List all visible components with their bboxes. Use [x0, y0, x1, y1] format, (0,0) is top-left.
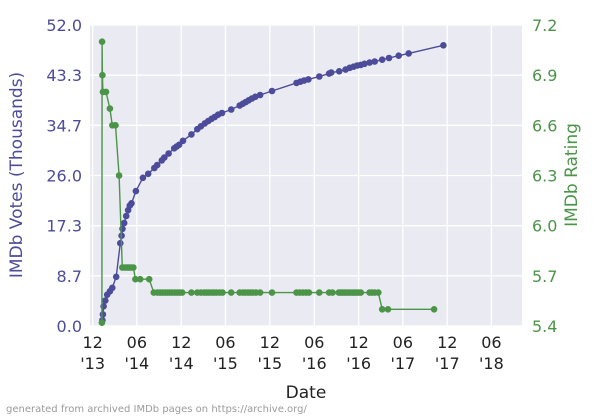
rating-data-point — [98, 38, 106, 45]
votes-data-point — [316, 73, 323, 80]
votes-data-point — [335, 68, 343, 75]
left-tick-label: 8.7 — [57, 267, 82, 286]
rating-data-point — [99, 71, 106, 79]
rating-data-point — [112, 122, 119, 129]
x-tick-label-month: 12 — [348, 333, 368, 352]
rating-data-point — [357, 289, 365, 296]
left-tick-label: 34.7 — [46, 116, 82, 135]
right-tick-label: 6.0 — [532, 217, 557, 236]
left-tick-label: 52.0 — [46, 16, 82, 35]
x-tick-label-year: '16 — [302, 354, 327, 373]
rating-data-point — [102, 88, 110, 96]
votes-data-point — [144, 170, 152, 178]
votes-data-point — [161, 154, 168, 161]
rating-data-point — [219, 289, 226, 296]
votes-data-point — [109, 284, 116, 292]
votes-data-point — [256, 91, 264, 99]
x-tick-label-year: '15 — [213, 354, 238, 373]
right-tick-label: 6.6 — [532, 116, 557, 135]
right-axis-label: IMDb Rating — [562, 123, 582, 227]
votes-data-point — [120, 219, 128, 227]
rating-data-point — [329, 289, 336, 296]
rating-data-point — [115, 172, 123, 179]
x-tick-label-year: '16 — [346, 354, 371, 373]
rating-data-point — [132, 275, 139, 283]
tick-labels: 0.0 5.4 8.7 5.7 17.3 6.0 26.0 6.3 34.7 6.6 43.3 6.9… — [46, 16, 557, 373]
votes-data-point — [139, 174, 147, 182]
x-tick-label-month: 12 — [437, 333, 457, 352]
rating-data-point — [106, 105, 114, 112]
right-tick-label: 6.3 — [532, 167, 557, 186]
votes-data-point — [268, 87, 276, 95]
votes-data-point — [153, 161, 161, 169]
x-tick-label-year: '15 — [257, 354, 282, 373]
votes-data-point — [99, 311, 107, 318]
source-footnote: generated from archived IMDb pages on ht… — [6, 404, 307, 415]
votes-data-point — [385, 54, 393, 62]
right-tick-label: 5.4 — [532, 317, 557, 336]
votes-data-point — [371, 58, 379, 65]
grid-lines — [90, 24, 522, 327]
x-tick-label-month: 06 — [304, 333, 324, 352]
left-tick-label: 17.3 — [46, 217, 82, 236]
votes-data-point — [165, 150, 172, 157]
x-tick-label-month: 06 — [215, 333, 235, 352]
left-tick-label: 0.0 — [57, 317, 82, 336]
x-tick-label-month: 06 — [127, 333, 147, 352]
rating-data-point — [430, 306, 438, 313]
x-tick-label-year: '18 — [479, 354, 504, 373]
votes-data-point — [132, 187, 140, 195]
series-layer — [98, 38, 447, 327]
votes-data-point — [128, 200, 135, 207]
votes-data-point — [395, 52, 403, 59]
rating-data-point — [378, 306, 386, 313]
votes-data-point — [405, 50, 413, 57]
votes-data-point — [112, 273, 120, 281]
right-tick-label: 6.9 — [532, 66, 557, 85]
votes-data-point — [179, 137, 187, 145]
x-tick-label-month: 12 — [260, 333, 280, 352]
left-tick-label: 43.3 — [46, 66, 82, 85]
rating-data-point — [305, 289, 313, 296]
x-tick-label-year: '14 — [169, 354, 194, 373]
x-tick-label-month: 12 — [82, 333, 102, 352]
rating-data-point — [316, 289, 323, 296]
votes-data-point — [117, 239, 124, 247]
left-tick-label: 26.0 — [46, 167, 82, 186]
votes-data-point — [366, 59, 373, 66]
left-axis-label: IMDb Votes (Thousands) — [7, 72, 27, 278]
votes-data-point — [122, 212, 130, 220]
rating-data-point — [227, 289, 235, 296]
x-tick-label-year: '17 — [390, 354, 415, 373]
votes-data-point — [361, 60, 368, 68]
votes-data-point — [305, 76, 312, 83]
rating-data-point — [145, 275, 153, 283]
rating-data-point — [384, 306, 392, 313]
rating-data-point — [188, 289, 195, 296]
rating-data-point — [178, 289, 186, 296]
x-tick-label-year: '14 — [124, 354, 149, 373]
votes-data-point — [188, 131, 195, 138]
right-tick-label: 5.7 — [532, 267, 557, 286]
rating-data-point — [98, 319, 106, 327]
rating-data-point — [136, 275, 144, 283]
x-tick-label-month: 06 — [481, 333, 501, 352]
rating-data-point — [268, 289, 276, 296]
right-tick-label: 7.2 — [532, 16, 557, 35]
votes-data-point — [102, 297, 109, 304]
votes-data-point — [327, 69, 335, 76]
votes-data-point — [218, 109, 226, 117]
votes-data-point — [227, 106, 235, 113]
x-tick-label-year: '17 — [435, 354, 460, 373]
x-tick-label-month: 06 — [393, 333, 413, 352]
votes-data-point — [378, 56, 386, 63]
votes-data-point — [440, 42, 447, 49]
rating-data-point — [130, 264, 137, 271]
rating-data-point — [256, 289, 264, 296]
x-axis-label: Date — [286, 383, 327, 403]
x-tick-label-year: '13 — [80, 354, 105, 373]
rating-data-point — [375, 289, 382, 296]
x-tick-label-month: 12 — [171, 333, 191, 352]
